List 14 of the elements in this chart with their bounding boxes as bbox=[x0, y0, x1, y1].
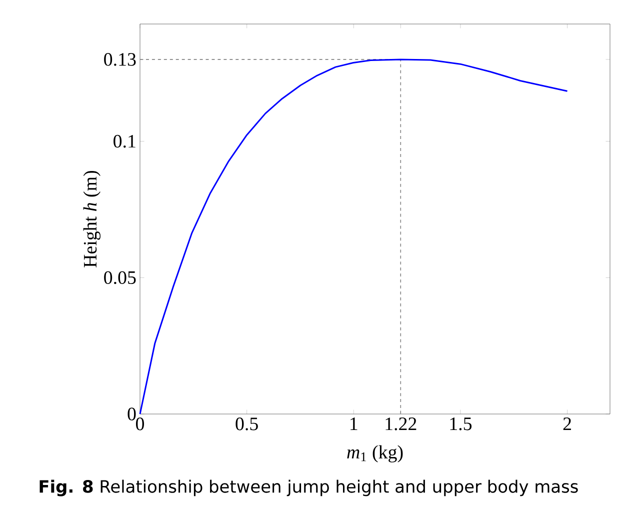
x-tick-label: 0.5 bbox=[236, 418, 258, 430]
text: Fig. 8 Relationship between jump height and upper body mass bbox=[40, 480, 578, 496]
x-axis-title: m$_{1}$ (kg) bbox=[347, 445, 403, 462]
x-tick-label: 2 bbox=[563, 418, 571, 430]
y-tick-label: 0.13 bbox=[104, 53, 136, 66]
line-series bbox=[139, 58, 568, 415]
y-axis-title: Height h (m) bbox=[83, 170, 101, 268]
x-tick-label: 1 bbox=[350, 418, 358, 430]
y-tick-label: 0.05 bbox=[104, 271, 136, 284]
x-tick-label: 1.5 bbox=[450, 418, 472, 430]
y-tick-label: 0 bbox=[128, 408, 136, 420]
x-tick-label: 1.22 bbox=[386, 418, 416, 430]
y-tick-label: 0.1 bbox=[114, 134, 136, 148]
x-tick-label: 0 bbox=[136, 418, 144, 430]
